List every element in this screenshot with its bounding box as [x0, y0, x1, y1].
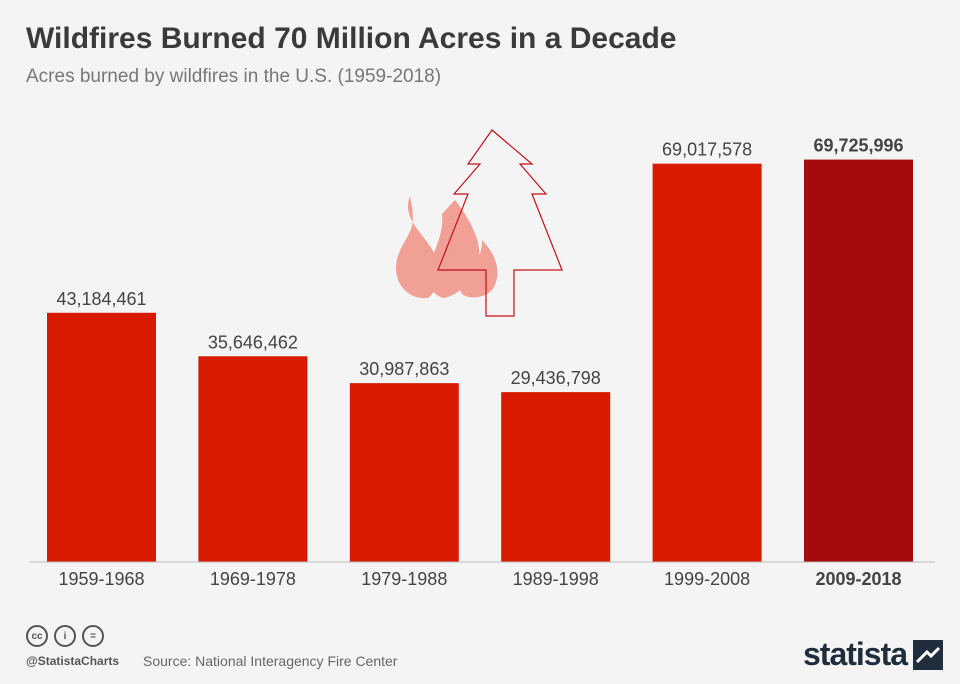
brand-mark-icon: [913, 639, 944, 670]
attribution-icon: i: [54, 625, 76, 647]
bar-1969-1978: [198, 356, 308, 562]
statista-logo[interactable]: statista: [803, 636, 944, 673]
bar-1979-1988: [349, 383, 459, 562]
x-tick-label: 1999-2008: [664, 569, 750, 589]
value-label: 69,725,996: [813, 136, 903, 156]
brand-wordmark: statista: [803, 636, 908, 672]
value-label: 29,436,798: [511, 368, 601, 388]
bar-1999-2008: [652, 163, 762, 562]
value-label: 35,646,462: [208, 332, 298, 352]
value-label: 43,184,461: [56, 289, 146, 309]
bar-1989-1998: [501, 392, 611, 562]
bar-2009-2018: [804, 159, 913, 562]
x-tick-label: 2009-2018: [815, 569, 901, 589]
social-handle[interactable]: @StatistaCharts: [26, 654, 120, 668]
x-tick-label: 1959-1968: [58, 569, 144, 589]
flame-left: [396, 196, 440, 299]
value-label: 30,987,863: [359, 359, 449, 379]
chart-subtitle: Acres burned by wildfires in the U.S. (1…: [26, 66, 442, 87]
cc-icon: cc: [26, 625, 48, 647]
value-label: 69,017,578: [662, 140, 752, 160]
chart-title: Wildfires Burned 70 Million Acres in a D…: [26, 22, 677, 55]
x-tick-label: 1969-1978: [210, 569, 296, 589]
source-note: Source: National Interagency Fire Center: [143, 653, 398, 669]
flame-right: [459, 240, 498, 298]
bar-1959-1968: [47, 312, 156, 562]
tree-icon: [437, 129, 563, 317]
license-icons: cc i =: [26, 625, 104, 647]
bar-chart: 43,184,461 1959-1968 35,646,462 1969-1978 30…: [30, 129, 935, 589]
x-tick-label: 1979-1988: [361, 569, 447, 589]
x-tick-label: 1989-1998: [513, 569, 599, 589]
no-derivatives-icon: =: [82, 625, 104, 647]
flame-icon: [396, 196, 498, 299]
